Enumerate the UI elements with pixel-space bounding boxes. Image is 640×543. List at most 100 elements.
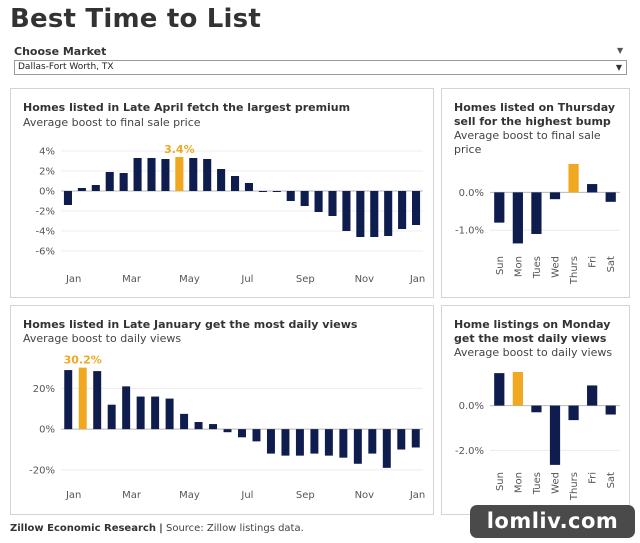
bar bbox=[122, 386, 131, 430]
bar bbox=[209, 424, 218, 430]
bar bbox=[180, 413, 189, 430]
chart-subtitle: Average boost to final sale price bbox=[23, 116, 201, 129]
chart-title-line: sell for the highest bump bbox=[454, 115, 611, 128]
chart-title-line: Homes listed on Thursday bbox=[454, 101, 616, 114]
bar bbox=[314, 191, 323, 212]
bar bbox=[252, 429, 261, 442]
chart-views-by-weekday: 0.0% -2.0% Sun Mon Tues Wed Thurs Fri Sat bbox=[455, 372, 620, 501]
y-tick-label: 0.0% bbox=[459, 401, 484, 412]
chart-subtitle: Average boost to daily views bbox=[454, 346, 613, 359]
x-tick-label: Jan bbox=[409, 490, 425, 501]
y-tick-label: -2% bbox=[36, 207, 55, 218]
x-tick-label: Sep bbox=[296, 490, 315, 501]
x-tick-label: Tues bbox=[532, 472, 543, 495]
data-label: 30.2% bbox=[64, 354, 102, 367]
y-tick-label: 0% bbox=[39, 187, 55, 198]
bar bbox=[91, 185, 100, 191]
bar bbox=[568, 405, 579, 421]
bar bbox=[231, 176, 240, 191]
market-select-value: Dallas-Fort Worth, TX bbox=[18, 62, 114, 72]
market-select[interactable]: Dallas-Fort Worth, TX ▼ bbox=[14, 60, 627, 75]
footer: Zillow Economic Research | Source: Zillo… bbox=[10, 523, 304, 534]
bar bbox=[310, 429, 319, 454]
bar bbox=[339, 429, 348, 458]
chart-subtitle: Average boost to final sale price bbox=[454, 129, 601, 157]
x-tick-label: Fri bbox=[588, 256, 599, 268]
x-tick-label: Mar bbox=[122, 490, 142, 501]
x-tick-label: Tues bbox=[532, 256, 543, 279]
bar bbox=[203, 159, 212, 191]
bar bbox=[151, 396, 160, 430]
y-tick-label: -2.0% bbox=[455, 446, 484, 457]
x-tick-label: Mar bbox=[122, 274, 142, 285]
x-tick-label: Sep bbox=[296, 274, 315, 285]
y-tick-label: -4% bbox=[36, 227, 55, 238]
x-tick-label: Mon bbox=[513, 472, 524, 493]
x-tick-label: Wed bbox=[551, 472, 562, 494]
bar bbox=[223, 429, 232, 433]
y-tick-label: 20% bbox=[33, 384, 55, 395]
chevron-down-icon[interactable]: ▼ bbox=[617, 46, 624, 55]
bar bbox=[244, 183, 253, 191]
bar bbox=[147, 158, 156, 191]
bar bbox=[165, 398, 174, 430]
bar bbox=[324, 429, 333, 456]
bar bbox=[295, 429, 304, 456]
y-tick-label: 0.0% bbox=[459, 188, 484, 199]
bar bbox=[64, 370, 73, 430]
highlight-bar bbox=[175, 157, 184, 191]
x-tick-label: Thurs bbox=[569, 256, 580, 285]
chevron-down-icon: ▼ bbox=[615, 63, 622, 72]
bar bbox=[368, 429, 377, 454]
bar bbox=[382, 429, 391, 468]
x-tick-label: Jul bbox=[240, 274, 253, 285]
bar bbox=[342, 191, 351, 231]
chart-panel-premium-by-weekday: Homes listed on Thursday sell for the hi… bbox=[441, 88, 630, 298]
footer-separator: | bbox=[159, 523, 163, 534]
footer-source: Source: Zillow listings data. bbox=[165, 523, 304, 534]
bar bbox=[238, 429, 246, 438]
chart-title: Homes listed in Late April fetch the lar… bbox=[23, 101, 351, 114]
bar bbox=[398, 191, 407, 229]
chart-premium-by-week: 4% 2% 0% -2% -4% -6% 3.4% Jan Mar May Jul Sep Nov Jan bbox=[36, 143, 426, 285]
bar bbox=[549, 405, 561, 465]
chart-title-line: get the most daily views bbox=[454, 332, 607, 345]
bar bbox=[353, 429, 362, 464]
bar bbox=[370, 191, 379, 237]
x-tick-label: Nov bbox=[355, 274, 375, 285]
bar bbox=[300, 191, 309, 206]
bar bbox=[494, 373, 505, 406]
highlight-bar bbox=[78, 367, 87, 430]
x-tick-label: Jan bbox=[409, 274, 425, 285]
bar bbox=[286, 191, 295, 201]
bar bbox=[549, 192, 561, 200]
chart-panel-views-by-weekday: Home listings on Monday get the most dai… bbox=[441, 305, 630, 515]
bar bbox=[189, 158, 198, 191]
bar bbox=[411, 429, 420, 448]
chart-views-by-week: 20% 0% -20% 30.2% Jan Mar May Jul Sep Nov Jan bbox=[29, 354, 425, 501]
x-tick-label: Wed bbox=[551, 256, 562, 278]
bar bbox=[272, 191, 281, 192]
bar bbox=[105, 172, 114, 191]
chart-premium-by-weekday: 0.0% -1.0% Sun Mon Tues Wed Thurs Fri Sat bbox=[455, 164, 620, 285]
bar bbox=[93, 371, 102, 430]
bar bbox=[494, 192, 505, 223]
y-tick-label: 4% bbox=[39, 147, 55, 158]
chart-subtitle: Average boost to daily views bbox=[23, 332, 182, 345]
chart-title: Homes listed in Late January get the mos… bbox=[23, 318, 358, 331]
x-tick-label: Nov bbox=[355, 490, 375, 501]
footer-org: Zillow Economic Research bbox=[10, 523, 156, 534]
bar bbox=[605, 192, 616, 202]
bar bbox=[258, 191, 267, 192]
bar bbox=[266, 429, 275, 454]
x-tick-label: Jan bbox=[65, 490, 81, 501]
x-tick-label: Mon bbox=[513, 256, 524, 277]
bar bbox=[356, 191, 365, 237]
x-tick-label: Sat bbox=[606, 256, 617, 272]
bar bbox=[194, 422, 203, 430]
x-tick-label: May bbox=[179, 490, 200, 501]
bar bbox=[512, 192, 523, 244]
data-label: 3.4% bbox=[164, 143, 195, 156]
x-tick-label: Sat bbox=[606, 472, 617, 488]
y-tick-label: -6% bbox=[36, 247, 55, 258]
